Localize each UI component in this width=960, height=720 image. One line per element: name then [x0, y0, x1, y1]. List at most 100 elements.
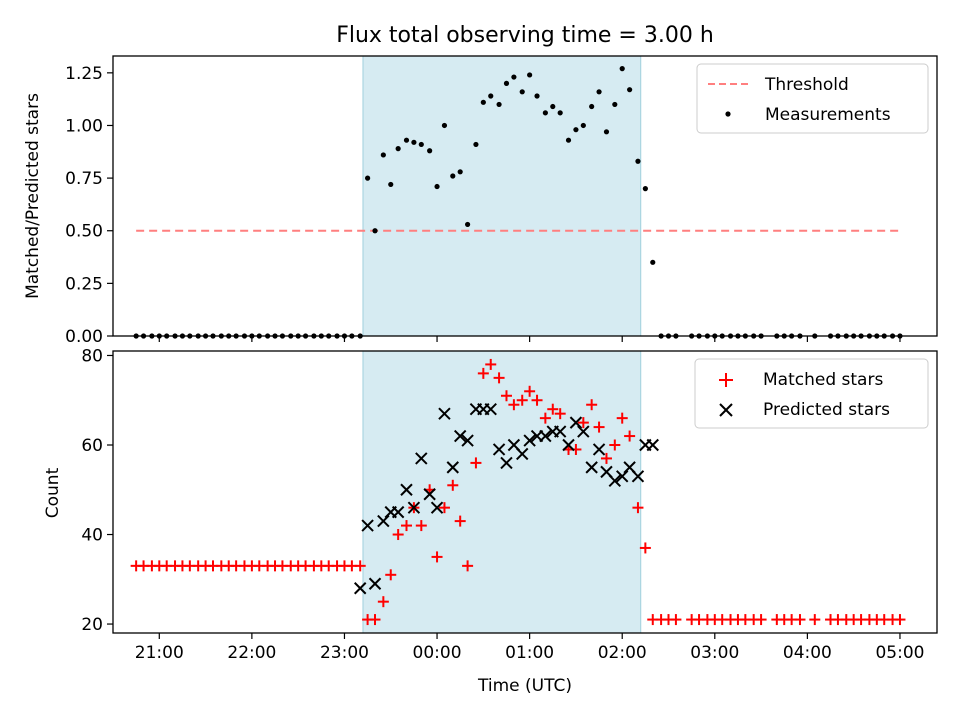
- measurement-point: [395, 146, 401, 152]
- matched-stars-point: [670, 614, 682, 626]
- top-legend: Threshold Measurements: [696, 63, 929, 134]
- measurement-point: [650, 259, 656, 265]
- x-tick-label: 00:00: [413, 643, 462, 663]
- top-axes-frame: [112, 55, 938, 337]
- measurement-point: [403, 137, 410, 143]
- measurement-point: [441, 122, 448, 129]
- legend-matched-swatch: [719, 373, 733, 387]
- measurement-point: [550, 103, 556, 110]
- matched-stars-point: [586, 399, 598, 411]
- predicted-stars-point: [391, 505, 405, 519]
- matched-stars-point: [415, 520, 427, 532]
- measurement-point: [388, 181, 394, 188]
- matched-stars-point: [539, 412, 551, 424]
- predicted-stars-point: [516, 447, 529, 461]
- predicted-stars-point: [361, 519, 374, 532]
- predicted-stars-point: [438, 407, 451, 420]
- measurement-point: [589, 103, 595, 110]
- matched-stars-point: [477, 367, 489, 379]
- measurement-point: [612, 101, 618, 108]
- measurement-point: [365, 175, 371, 181]
- matched-stars-point: [600, 452, 612, 464]
- predicted-stars-point: [646, 438, 659, 452]
- measurement-point: [565, 137, 572, 143]
- matched-stars-point: [485, 358, 497, 370]
- legend-predicted-swatch: [719, 403, 733, 417]
- legend-threshold-label: Threshold: [764, 75, 849, 95]
- matched-stars-point: [470, 457, 482, 469]
- matched-stars-point: [639, 542, 651, 554]
- measurement-point: [434, 183, 440, 190]
- matched-stars-point: [554, 408, 566, 420]
- matched-stars-point: [454, 515, 466, 527]
- matched-stars-point: [400, 520, 412, 532]
- measurement-point: [519, 89, 525, 95]
- predicted-stars-point: [500, 456, 513, 470]
- matched-stars-point: [547, 403, 559, 415]
- x-tick-label: 05:00: [875, 643, 924, 663]
- predicted-stars-point: [423, 488, 436, 501]
- y-tick-label: 20: [81, 615, 103, 635]
- matched-stars-point: [616, 412, 628, 424]
- matched-stars-point: [632, 502, 644, 514]
- top-panel: Flux total observing time = 3.00 h 0.000…: [23, 23, 938, 347]
- predicted-stars-point: [539, 429, 552, 443]
- x-tick-label: 03:00: [690, 643, 739, 663]
- measurement-point: [464, 221, 471, 228]
- measurement-point: [580, 122, 586, 129]
- predicted-stars-point: [446, 461, 459, 474]
- y-tick-label: 0.75: [65, 169, 103, 189]
- predicted-stars-point: [484, 402, 497, 416]
- x-tick-label: 04:00: [783, 643, 832, 663]
- y-tick-label: 40: [81, 526, 103, 546]
- measurement-point: [496, 101, 502, 108]
- bottom-y-ticks: 20 40 60 80: [81, 346, 113, 635]
- matched-stars-point: [392, 529, 404, 541]
- matched-stars-point: [624, 430, 636, 442]
- predicted-stars-point: [585, 461, 598, 474]
- measurement-point: [418, 141, 424, 148]
- measurement-point: [527, 72, 533, 78]
- y-tick-label: 0.50: [65, 222, 103, 242]
- measurement-point: [619, 66, 625, 72]
- measurement-point: [557, 110, 563, 116]
- x-tick-label: 23:00: [320, 643, 369, 663]
- predicted-stars-point: [430, 501, 444, 514]
- matched-stars-point: [508, 399, 520, 411]
- top-shaded-span: [362, 55, 642, 337]
- predicted-stars-point: [453, 429, 467, 443]
- matched-stars-point: [369, 614, 381, 626]
- predicted-stars-point: [569, 416, 583, 429]
- matched-stars-point: [577, 417, 589, 429]
- measurement-point: [627, 87, 633, 93]
- matched-stars-point: [593, 421, 605, 433]
- measurement-point: [642, 186, 648, 192]
- measurement-point: [573, 127, 579, 133]
- matched-stars-point: [447, 479, 459, 491]
- matched-stars-point: [431, 551, 443, 563]
- predicted-stars-point: [553, 425, 567, 438]
- measurement-point: [450, 173, 456, 179]
- predicted-stars-point: [353, 582, 367, 595]
- measurement-point: [427, 148, 433, 154]
- y-tick-label: 0.25: [65, 274, 103, 294]
- x-tick-label: 21:00: [135, 643, 184, 663]
- x-tick-label: 01:00: [505, 643, 554, 663]
- legend-measurements-swatch: [725, 111, 731, 117]
- predicted-stars-point: [562, 438, 575, 452]
- measurement-point: [603, 129, 610, 135]
- y-tick-label: 80: [81, 346, 103, 366]
- measurement-point: [473, 141, 479, 148]
- predicted-stars-point: [461, 434, 474, 447]
- top-x-ticks: [158, 336, 901, 342]
- legend-matched-label: Matched stars: [763, 370, 883, 390]
- chart-title: Flux total observing time = 3.00 h: [336, 23, 714, 48]
- matched-stars-point: [755, 614, 767, 626]
- matched-stars-point: [894, 614, 906, 626]
- predicted-stars-point: [608, 474, 622, 488]
- measurement-point: [511, 74, 517, 80]
- bottom-legend-box: [694, 358, 929, 429]
- bottom-panel: 20 40 60 80 21:00 22:00 23:00 00:00 01:00 02:00 0…: [43, 346, 938, 696]
- predicted-stars-point: [415, 452, 428, 465]
- predicted-stars-point: [523, 434, 536, 447]
